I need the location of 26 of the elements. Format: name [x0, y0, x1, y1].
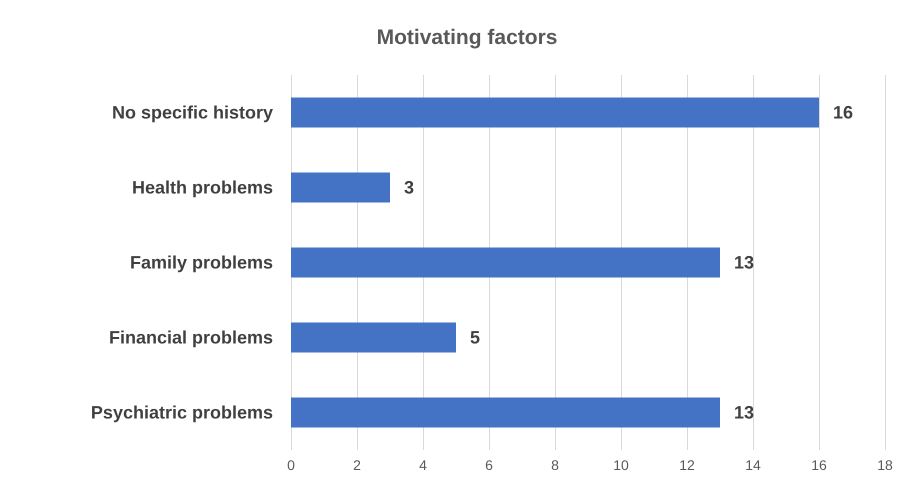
- data-label: 13: [734, 252, 754, 272]
- data-label: 13: [734, 402, 754, 422]
- x-tick-label: 8: [551, 457, 560, 473]
- x-tick-label: 14: [745, 457, 761, 473]
- y-tick-label: Financial problems: [108, 328, 273, 348]
- bar: [291, 98, 819, 128]
- x-tick-label: 6: [485, 457, 494, 473]
- y-tick-label: Family problems: [130, 252, 273, 272]
- data-label: 16: [833, 102, 854, 122]
- y-tick-label: No specific history: [112, 102, 273, 122]
- x-tick-label: 0: [287, 457, 296, 473]
- bar: [291, 398, 720, 428]
- y-tick-label: Health problems: [132, 178, 273, 198]
- bar: [291, 172, 390, 202]
- data-label: 5: [470, 328, 480, 348]
- y-tick-label: Psychiatric problems: [90, 402, 273, 422]
- x-tick-label: 12: [679, 457, 695, 473]
- x-tick-label: 2: [353, 457, 362, 473]
- x-tick-label: 4: [419, 457, 428, 473]
- bar: [291, 248, 720, 278]
- x-tick-label: 18: [877, 457, 893, 473]
- chart-title: Motivating factors: [376, 26, 558, 49]
- x-tick-label: 10: [613, 457, 629, 473]
- x-tick-label: 16: [811, 457, 827, 473]
- bar: [291, 322, 456, 352]
- data-label: 3: [404, 178, 414, 198]
